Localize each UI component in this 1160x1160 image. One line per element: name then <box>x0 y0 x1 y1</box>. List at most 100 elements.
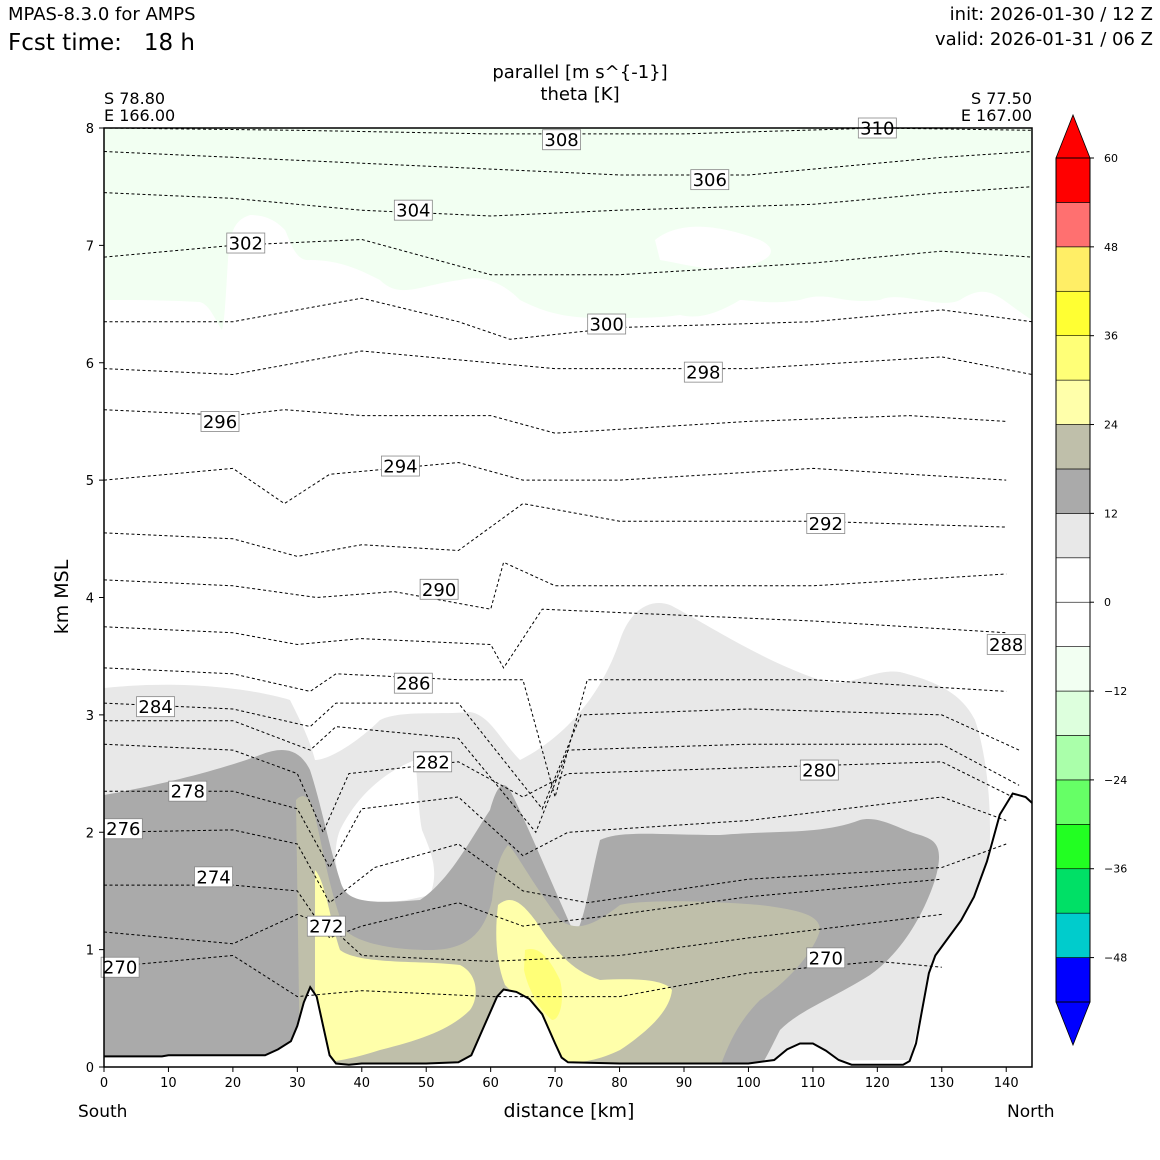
colorbar-bin <box>1055 468 1091 514</box>
contour-label: 282 <box>413 751 453 773</box>
y-tick-label: 4 <box>86 592 94 607</box>
x-tick-label: 50 <box>418 1076 435 1091</box>
contour-label-text: 288 <box>989 635 1023 656</box>
y-tick-label: 7 <box>86 239 94 254</box>
left-lon: E 166.00 <box>104 106 176 125</box>
colorbar-bin <box>1055 779 1091 825</box>
terrain-line <box>104 792 1033 1066</box>
contour-label: 272 <box>306 915 346 938</box>
colorbar-bin <box>1055 957 1091 1003</box>
theta-line-278 <box>104 790 1007 869</box>
colorbar-tick-label: −12 <box>1104 685 1127 698</box>
theta-line-276 <box>104 829 1007 904</box>
y-tick-label: 5 <box>86 474 94 489</box>
contour-label-text: 296 <box>203 412 237 433</box>
y-tick-label: 1 <box>86 944 94 959</box>
theta-line-304 <box>104 186 1032 217</box>
y-tick-label: 8 <box>86 122 94 137</box>
theta-line-284 <box>104 702 1020 810</box>
left-endpoint-coords: S 78.80 E 166.00 <box>104 90 175 124</box>
x-tick-label: 90 <box>676 1076 693 1091</box>
x-tick-label: 130 <box>929 1076 954 1091</box>
x-tick-label: 120 <box>865 1076 890 1091</box>
colorbar-bin <box>1055 379 1091 425</box>
right-lon: E 167.00 <box>960 106 1032 125</box>
contour-label: 284 <box>136 696 175 718</box>
colorbar-tick-label: −36 <box>1104 863 1127 876</box>
contour-label: 288 <box>986 634 1026 656</box>
contour-label-text: 304 <box>396 201 430 222</box>
colorbar-bin <box>1055 157 1091 203</box>
x-axis-label: distance [km] <box>503 1100 635 1122</box>
north-label: North <box>1007 1102 1055 1122</box>
contour-label-text: 308 <box>544 130 578 151</box>
contour-label: 280 <box>799 759 839 782</box>
forecast-time-value: 18 h <box>143 30 195 56</box>
contour-label: 306 <box>690 169 730 191</box>
contour-label-text: 276 <box>106 819 140 840</box>
theta-line-296 <box>104 409 1007 434</box>
contour-label: 274 <box>194 866 233 888</box>
shade-light-green-upper <box>104 128 1032 330</box>
forecast-time: Fcst time: 18 h <box>8 32 195 55</box>
colorbar-bin <box>1055 601 1091 647</box>
contour-label: 308 <box>542 129 581 151</box>
colorbar-bin <box>1055 557 1091 603</box>
contour-label: 270 <box>806 947 846 969</box>
right-endpoint-coords: S 77.50 E 167.00 <box>961 90 1032 124</box>
theta-line-292 <box>104 503 1007 557</box>
x-axis-ticks: 0 10 20 30 40 50 60 70 80 90 100 110 120 130 140 <box>100 1067 1019 1091</box>
x-tick-label: 40 <box>354 1076 371 1091</box>
theta-line-294 <box>104 461 1007 505</box>
init-time: init: 2026-01-30 / 12 Z <box>949 4 1153 25</box>
contour-label-text: 302 <box>229 234 263 255</box>
x-tick-label: 10 <box>160 1076 177 1091</box>
x-tick-label: 140 <box>994 1076 1019 1091</box>
theta-line-298 <box>104 350 1032 376</box>
contour-label: 298 <box>683 361 723 384</box>
colorbar-bin <box>1055 246 1091 292</box>
colorbar-bin <box>1055 290 1091 336</box>
theta-line-272 <box>104 913 942 962</box>
contour-label-text: 294 <box>383 457 417 478</box>
contour-label-text: 290 <box>422 580 456 601</box>
contour-label: 292 <box>806 513 846 535</box>
x-tick-label: 20 <box>225 1076 242 1091</box>
contour-label-text: 280 <box>802 761 836 782</box>
colorbar-tick-label: 36 <box>1104 330 1118 343</box>
x-tick-label: 110 <box>800 1076 825 1091</box>
colorbar-bin <box>1055 424 1091 470</box>
contour-label-text: 300 <box>589 315 623 336</box>
colorbar-bin <box>1055 824 1091 870</box>
theta-line-300 <box>104 297 1032 340</box>
x-tick-label: 30 <box>289 1076 306 1091</box>
contour-labels: 270 270 272 274 276 278 280 282 284 286 288 290 292 2… <box>100 117 1026 979</box>
contour-label-text: 272 <box>309 917 343 938</box>
colorbar-tick-label: 12 <box>1104 507 1118 520</box>
y-tick-label: 3 <box>86 709 94 724</box>
contour-label: 296 <box>200 411 240 433</box>
south-label: South <box>78 1102 128 1122</box>
contour-label-text: 292 <box>809 514 843 535</box>
colorbar-bin <box>1055 690 1091 736</box>
theta-line-286 <box>104 667 1007 799</box>
y-tick-label: 2 <box>86 826 94 841</box>
colorbar-tick-label: 60 <box>1104 152 1118 165</box>
theta-line-306 <box>104 151 1032 176</box>
contour-label: 304 <box>393 199 433 222</box>
colorbar-bin <box>1055 868 1091 914</box>
contour-label-text: 298 <box>686 363 720 384</box>
colorbar-over-triangle <box>1055 113 1091 159</box>
right-lat: S 77.50 <box>970 89 1032 108</box>
contour-label: 300 <box>587 313 627 336</box>
contour-label-text: 270 <box>103 958 137 979</box>
x-tick-label: 0 <box>100 1076 108 1091</box>
chart-title-line2: theta [K] <box>540 84 620 105</box>
shade-white-gap <box>655 226 771 270</box>
contour-label: 294 <box>381 455 420 478</box>
contour-label: 270 <box>100 956 140 979</box>
shade-yellow <box>315 870 476 1063</box>
contour-label-text: 310 <box>860 119 894 140</box>
theta-line-274 <box>104 878 942 939</box>
forecast-time-label: Fcst time: <box>8 30 122 56</box>
